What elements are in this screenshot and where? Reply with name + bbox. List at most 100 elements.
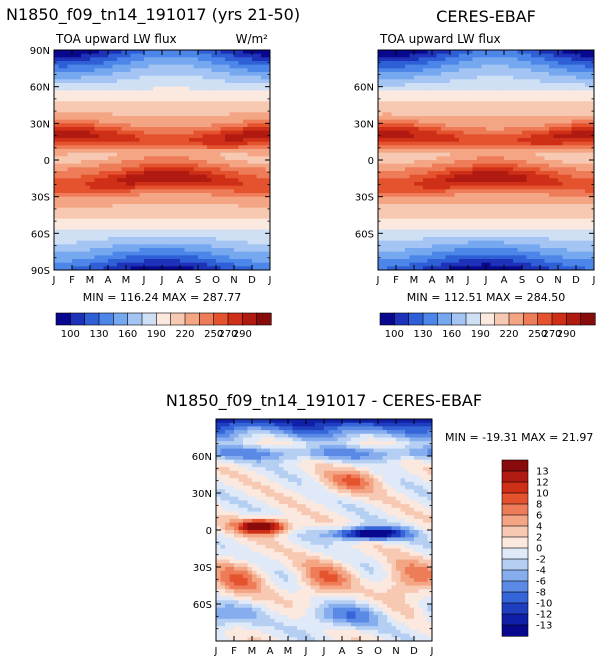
field-cell xyxy=(499,64,505,69)
field-cell xyxy=(157,97,163,102)
field-cell xyxy=(472,61,478,66)
field-cell xyxy=(153,64,159,69)
field-cell xyxy=(180,145,186,150)
field-cell xyxy=(481,68,487,73)
field-cell xyxy=(72,127,78,132)
field-cell xyxy=(76,57,82,62)
field-cell xyxy=(418,72,424,77)
field-cell xyxy=(72,79,78,84)
field-cell xyxy=(72,57,78,62)
field-cell xyxy=(459,145,465,150)
field-cell xyxy=(558,86,564,91)
field-cell xyxy=(90,108,96,113)
field-cell xyxy=(54,57,60,62)
field-cell xyxy=(238,171,244,176)
field-cell xyxy=(531,90,537,95)
field-cell xyxy=(481,171,487,176)
field-cell xyxy=(517,83,523,88)
field-cell xyxy=(472,105,478,110)
field-cell xyxy=(229,182,235,187)
field-cell xyxy=(139,97,145,102)
field-cell xyxy=(427,50,433,55)
field-cell xyxy=(63,259,69,264)
field-cell xyxy=(198,50,204,55)
field-cell xyxy=(85,83,91,88)
field-cell xyxy=(432,57,438,62)
field-cell xyxy=(76,251,82,256)
field-cell xyxy=(99,185,105,190)
field-cell xyxy=(513,79,519,84)
field-cell xyxy=(157,163,163,168)
field-cell xyxy=(148,116,154,121)
field-cell xyxy=(189,174,195,179)
field-cell xyxy=(459,167,465,172)
field-cell xyxy=(526,167,532,172)
field-cell xyxy=(589,160,594,165)
field-cell xyxy=(81,255,87,260)
field-cell xyxy=(180,222,186,227)
field-cell xyxy=(171,266,177,270)
field-cell xyxy=(54,178,60,183)
field-cell xyxy=(243,123,249,128)
field-cell xyxy=(468,53,474,58)
field-cell xyxy=(234,94,240,99)
field-cell xyxy=(414,75,420,80)
field-cell xyxy=(94,185,100,190)
field-cell xyxy=(445,127,451,132)
field-cell xyxy=(508,90,514,95)
field-cell xyxy=(175,72,181,77)
field-cell xyxy=(193,105,199,110)
field-cell xyxy=(454,68,460,73)
field-cell xyxy=(414,163,420,168)
field-cell xyxy=(409,149,415,154)
field-cell xyxy=(117,130,123,135)
field-cell xyxy=(243,97,249,102)
field-cell xyxy=(405,83,411,88)
field-cell xyxy=(238,123,244,128)
field-cell xyxy=(112,160,118,165)
field-cell xyxy=(481,72,487,77)
y-tick-label: 30N xyxy=(30,119,50,130)
field-cell xyxy=(265,196,270,201)
field-cell xyxy=(261,138,267,143)
field-cell xyxy=(207,105,213,110)
field-cell xyxy=(450,72,456,77)
field-cell xyxy=(67,57,73,62)
field-cell xyxy=(198,255,204,260)
field-cell xyxy=(567,182,573,187)
field-cell xyxy=(441,97,447,102)
field-cell xyxy=(198,196,204,201)
field-cell xyxy=(216,233,222,238)
field-cell xyxy=(121,251,127,256)
field-cell xyxy=(63,138,69,143)
field-cell xyxy=(234,101,240,106)
field-cell xyxy=(387,138,393,143)
field-cell xyxy=(54,141,60,146)
field-cell xyxy=(139,141,145,146)
field-cell xyxy=(549,182,555,187)
field-cell xyxy=(463,101,469,106)
field-cell xyxy=(558,53,564,58)
field-cell xyxy=(558,152,564,157)
field-cell xyxy=(180,112,186,117)
field-cell xyxy=(531,108,537,113)
field-cell xyxy=(58,215,64,220)
field-cell xyxy=(135,248,141,253)
field-cell xyxy=(229,50,235,55)
field-cell xyxy=(400,152,406,157)
field-cell xyxy=(544,193,550,198)
field-cell xyxy=(108,75,114,80)
field-cell xyxy=(558,61,564,66)
field-cell xyxy=(553,149,559,154)
field-cell xyxy=(139,229,145,234)
field-cell xyxy=(81,163,87,168)
field-cell xyxy=(427,178,433,183)
field-cell xyxy=(108,215,114,220)
field-cell xyxy=(513,119,519,124)
field-cell xyxy=(189,163,195,168)
field-cell xyxy=(481,152,487,157)
field-cell xyxy=(112,163,118,168)
field-cell xyxy=(567,185,573,190)
field-cell xyxy=(391,123,397,128)
field-cell xyxy=(243,105,249,110)
